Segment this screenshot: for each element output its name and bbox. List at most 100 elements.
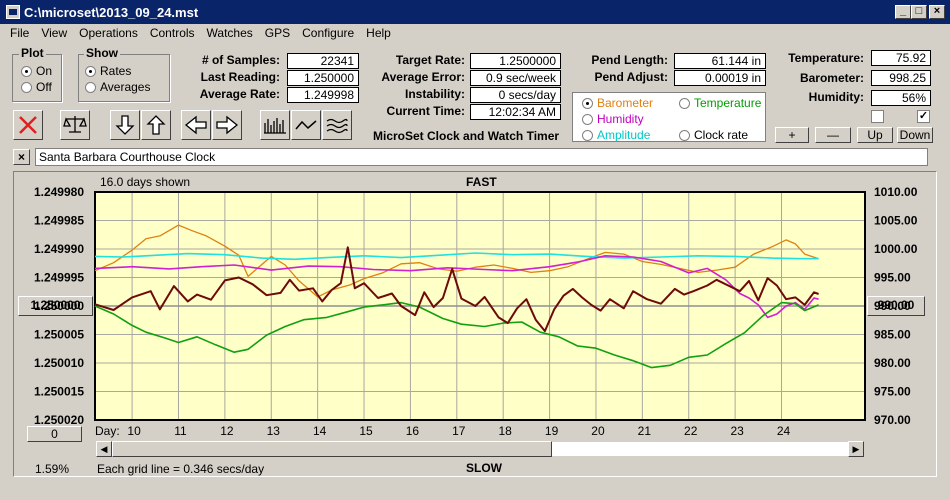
menu-bar: File View Operations Controls Watches GP… — [0, 24, 950, 42]
offset-button[interactable]: 0 — [27, 426, 82, 442]
scale-plus-button[interactable]: + — [775, 127, 809, 143]
left-arrow-icon[interactable] — [181, 110, 211, 140]
down-arrow-icon[interactable] — [110, 110, 140, 140]
bar-graph-icon[interactable] — [260, 110, 290, 140]
left-value-button[interactable]: 1.250000 — [18, 296, 93, 316]
menu-configure[interactable]: Configure — [302, 26, 355, 40]
percent-label: 1.59% — [35, 462, 70, 476]
average-rate-label: Average Rate: — [199, 87, 280, 101]
scroll-thumb[interactable] — [112, 441, 552, 457]
scroll-left-icon[interactable]: ◀ — [96, 441, 112, 457]
minimize-button[interactable]: _ — [895, 5, 911, 19]
scale-minus-button[interactable]: — — [815, 127, 851, 143]
x-tick-label: 14 — [313, 424, 327, 438]
target-rate-input[interactable]: 1.2500000 — [470, 53, 561, 69]
y-right-tick-label: 1010.00 — [874, 185, 918, 199]
slow-label: SLOW — [466, 461, 502, 475]
x-tick-label: 17 — [452, 424, 466, 438]
plot-off-radio[interactable]: Off — [21, 80, 52, 94]
scale-balance-icon[interactable] — [60, 110, 90, 140]
last-reading-label: Last Reading: — [200, 70, 280, 84]
instability-value: 0 secs/day — [470, 87, 561, 103]
up-arrow-icon[interactable] — [141, 110, 171, 140]
scale-up-button[interactable]: Up — [857, 127, 893, 143]
y-left-tick-label: 1.250000 — [34, 299, 84, 313]
close-window-button[interactable]: × — [929, 5, 945, 19]
radio-dot — [582, 113, 593, 125]
humidity-value: 56% — [871, 90, 931, 106]
env-checkbox-1[interactable] — [871, 110, 884, 123]
menu-watches[interactable]: Watches — [206, 26, 253, 40]
y-right-tick-label: 975.00 — [874, 385, 911, 399]
y-right-tick-label: 995.00 — [874, 271, 911, 285]
y-right-tick-label: 990.00 — [874, 299, 911, 313]
samples-label: # of Samples: — [201, 53, 280, 67]
scale-down-button[interactable]: Down — [897, 127, 933, 143]
plot-on-label: On — [36, 64, 53, 78]
current-time-label: Current Time: — [386, 104, 465, 118]
y-left-tick-label: 1.249980 — [34, 185, 84, 199]
current-time-value: 12:02:34 AM — [470, 104, 561, 120]
y-left-tick-label: 1.250010 — [34, 356, 84, 370]
sensor-barometer-label: Barometer — [597, 96, 654, 110]
radio-dot — [679, 97, 690, 109]
radio-dot — [85, 81, 96, 93]
x-tick-label: 22 — [684, 424, 698, 438]
chart-panel — [13, 171, 937, 477]
y-left-tick-label: 1.250015 — [34, 385, 84, 399]
show-averages-radio[interactable]: Averages — [85, 80, 150, 94]
radio-dot — [679, 129, 690, 141]
y-left-tick-label: 1.249985 — [34, 214, 84, 228]
samples-value: 22341 — [287, 53, 359, 69]
maximize-button[interactable]: □ — [911, 5, 927, 19]
x-tick-label: 20 — [591, 424, 605, 438]
days-shown-label: 16.0 days shown — [100, 175, 191, 189]
scroll-right-icon[interactable]: ▶ — [848, 441, 864, 457]
title-bar: C:\microset\2013_09_24.mst — [0, 0, 950, 24]
menu-view[interactable]: View — [41, 26, 68, 40]
y-left-tick-label: 1.250020 — [34, 413, 84, 427]
temperature-value: 75.92 — [871, 50, 931, 66]
env-checkbox-2[interactable]: ✓ — [917, 110, 930, 123]
right-arrow-icon[interactable] — [212, 110, 242, 140]
menu-controls[interactable]: Controls — [149, 26, 195, 40]
x-tick-label: 19 — [545, 424, 559, 438]
x-tick-label: 16 — [406, 424, 420, 438]
target-rate-label: Target Rate: — [395, 53, 465, 67]
average-error-label: Average Error: — [381, 70, 465, 84]
menu-file[interactable]: File — [10, 26, 30, 40]
wave-graph-icon[interactable] — [322, 110, 352, 140]
x-tick-label: 15 — [359, 424, 373, 438]
menu-help[interactable]: Help — [366, 26, 391, 40]
delete-icon[interactable] — [13, 110, 43, 140]
y-left-tick-label: 1.249995 — [34, 271, 84, 285]
sensor-amplitude-radio[interactable]: Amplitude — [582, 128, 650, 142]
show-group-title: Show — [84, 46, 120, 60]
menu-operations[interactable]: Operations — [79, 26, 138, 40]
plot-on-radio[interactable]: On — [21, 64, 52, 78]
barometer-value: 998.25 — [871, 70, 931, 86]
menu-gps[interactable]: GPS — [264, 26, 291, 40]
pend-adjust-label: Pend Adjust: — [594, 70, 668, 84]
series-line-3 — [94, 301, 819, 369]
sensor-humidity-radio[interactable]: Humidity — [582, 112, 644, 126]
pend-length-value: 61.144 in — [674, 53, 766, 69]
app-name-label: MicroSet Clock and Watch Timer — [373, 129, 560, 143]
right-value-button[interactable]: 990.00 — [867, 296, 925, 316]
clock-name-input[interactable]: Santa Barbara Courthouse Clock — [35, 148, 928, 166]
show-rates-radio[interactable]: Rates — [85, 64, 131, 78]
sensor-barometer-radio[interactable]: Barometer — [582, 96, 653, 110]
sensor-clock-rate-radio[interactable]: Clock rate — [679, 128, 748, 142]
instability-label: Instability: — [404, 87, 465, 101]
line-graph-icon[interactable] — [291, 110, 321, 140]
clear-name-icon[interactable]: × — [13, 149, 30, 165]
last-reading-value: 1.250000 — [287, 70, 359, 86]
show-group — [78, 54, 170, 102]
series-line-4 — [94, 246, 819, 333]
plot-off-label: Off — [36, 80, 52, 94]
x-tick-label: 10 — [127, 424, 141, 438]
y-right-tick-label: 1000.00 — [874, 242, 918, 256]
sensor-temperature-radio[interactable]: Temperature — [679, 96, 761, 110]
x-tick-label: 24 — [777, 424, 791, 438]
radio-dot — [85, 65, 96, 77]
